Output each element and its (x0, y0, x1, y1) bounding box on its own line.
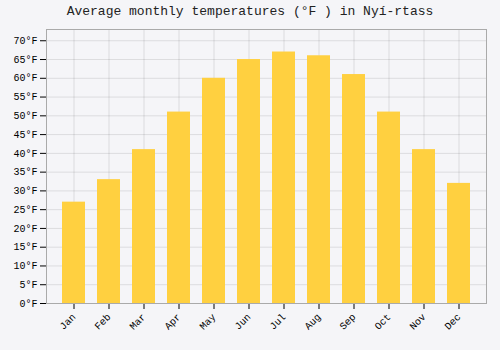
svg-text:Jul: Jul (268, 312, 289, 333)
svg-text:Feb: Feb (93, 312, 114, 333)
svg-text:Sep: Sep (338, 312, 359, 333)
html-text:Average monthly temperatures (: Average monthly temperatures (°F ) in Ny… (66, 4, 434, 19)
svg-text:Jun: Jun (233, 312, 254, 333)
svg-text:0°F: 0°F (19, 299, 37, 310)
svg-text:25°F: 25°F (13, 205, 37, 216)
svg-text:Oct: Oct (373, 312, 394, 333)
svg-text:15°F: 15°F (13, 242, 37, 253)
svg-text:35°F: 35°F (13, 167, 37, 178)
svg-text:Apr: Apr (163, 312, 184, 333)
svg-text:10°F: 10°F (13, 261, 37, 272)
svg-text:Jan: Jan (58, 312, 79, 333)
svg-text:40°F: 40°F (13, 149, 37, 160)
svg-text:20°F: 20°F (13, 224, 37, 235)
svg-text:Nov: Nov (408, 312, 429, 333)
svg-text:70°F: 70°F (13, 36, 37, 47)
svg-text:45°F: 45°F (13, 130, 37, 141)
svg-text:Dec: Dec (443, 312, 464, 333)
svg-text:5°F: 5°F (19, 280, 37, 291)
svg-text:Aug: Aug (303, 312, 324, 333)
svg-text:May: May (198, 312, 219, 333)
svg-text:30°F: 30°F (13, 186, 37, 197)
svg-text:Mar: Mar (128, 312, 149, 333)
svg-text:55°F: 55°F (13, 92, 37, 103)
svg-text:60°F: 60°F (13, 73, 37, 84)
svg-text:50°F: 50°F (13, 111, 37, 122)
svg-text:65°F: 65°F (13, 55, 37, 66)
